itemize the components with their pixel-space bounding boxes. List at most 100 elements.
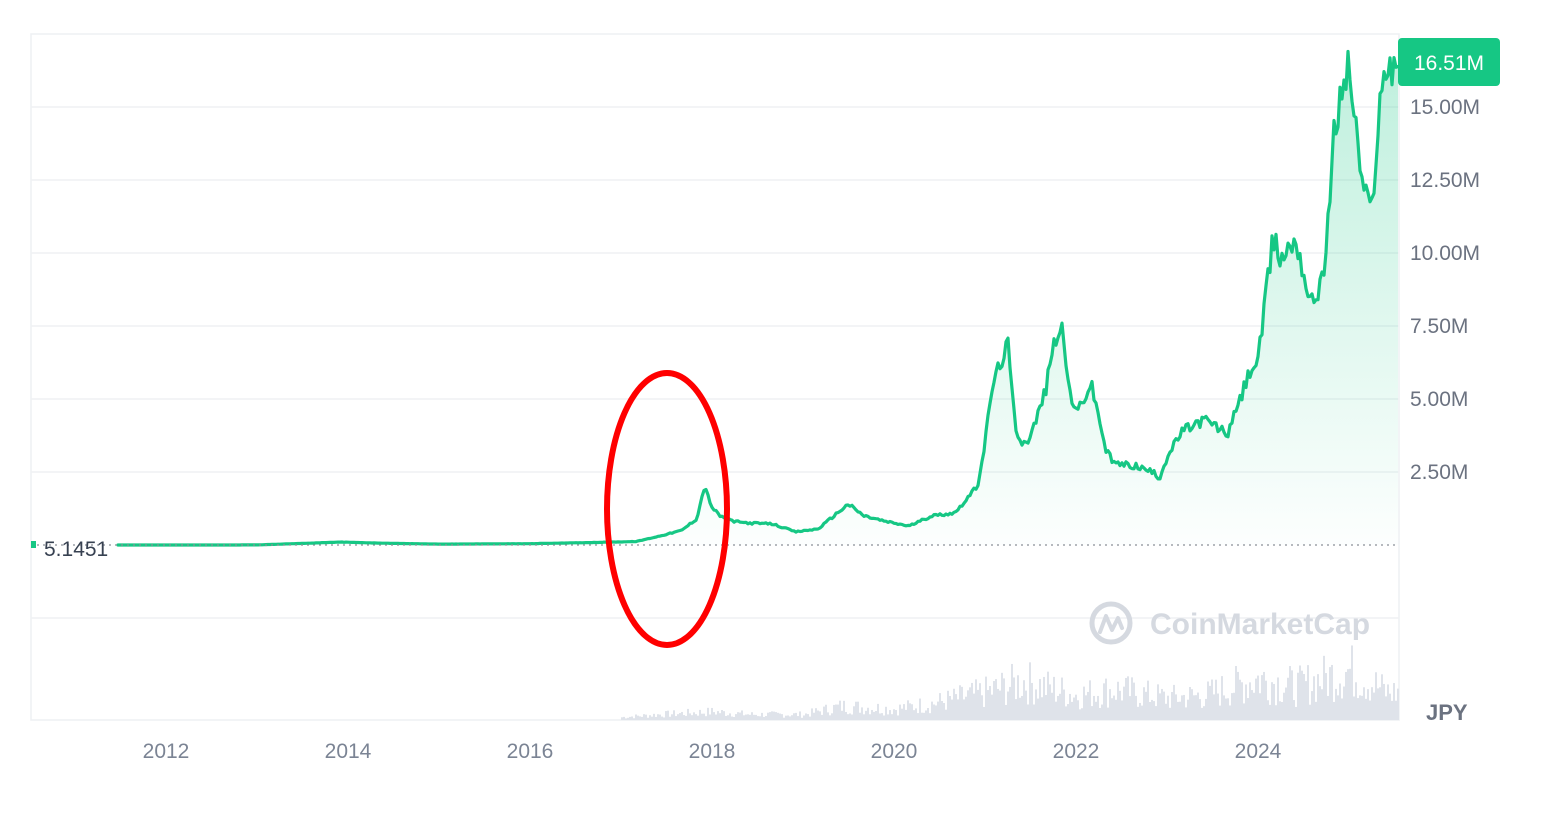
volume-bar <box>1179 701 1181 720</box>
volume-bar <box>749 714 751 720</box>
volume-bar <box>901 708 903 720</box>
volume-bar <box>1277 677 1279 720</box>
volume-bar <box>1307 665 1309 720</box>
volume-bar <box>1275 705 1277 720</box>
volume-bar <box>1385 696 1387 720</box>
volume-bar <box>705 716 707 720</box>
volume-bar <box>861 707 863 720</box>
volume-bar <box>1331 664 1333 720</box>
volume-bar <box>785 715 787 720</box>
volume-bar <box>925 710 927 720</box>
volume-bar <box>835 704 837 720</box>
volume-bar <box>1249 682 1251 720</box>
volume-bar <box>1365 698 1367 720</box>
volume-bar <box>1201 707 1203 720</box>
volume-bar <box>1371 687 1373 720</box>
volume-bar <box>679 713 681 720</box>
volume-bar <box>1231 693 1233 720</box>
price-area-fill <box>118 51 1398 545</box>
volume-bar <box>1203 706 1205 720</box>
volume-bar <box>1295 706 1297 720</box>
volume-bar <box>1043 676 1045 720</box>
volume-bar <box>775 712 777 720</box>
volume-bar <box>1175 694 1177 720</box>
volume-bar <box>1161 688 1163 720</box>
volume-bar <box>1067 704 1069 720</box>
volume-bar <box>1343 686 1345 720</box>
volume-bar <box>1147 680 1149 720</box>
volume-bar <box>1127 676 1129 720</box>
volume-bar <box>871 709 873 720</box>
volume-bar <box>813 712 815 720</box>
volume-bar <box>1149 701 1151 720</box>
volume-bar <box>1273 683 1275 720</box>
volume-bar <box>1239 679 1241 720</box>
volume-bar <box>939 693 941 720</box>
volume-bar <box>1189 687 1191 720</box>
volume-bar <box>921 712 923 720</box>
volume-bar <box>1159 693 1161 720</box>
volume-bar <box>1021 695 1023 720</box>
volume-bar <box>1397 688 1399 720</box>
start-price-label: 5.1451 <box>44 538 108 561</box>
volume-bar <box>879 713 881 720</box>
volume-bar <box>931 701 933 720</box>
volume-bar <box>1363 687 1365 720</box>
volume-bar <box>1337 695 1339 720</box>
volume-bar <box>1017 675 1019 720</box>
volume-bar <box>809 716 811 720</box>
volume-bar <box>1321 689 1323 720</box>
volume-bar <box>1111 698 1113 720</box>
volume-bar <box>967 690 969 720</box>
volume-bar <box>923 712 925 720</box>
volume-bar <box>873 711 875 720</box>
x-tick-label: 2022 <box>1053 740 1100 763</box>
volume-bar <box>1027 704 1029 720</box>
volume-bar <box>1053 676 1055 720</box>
x-tick-label: 2012 <box>143 740 190 763</box>
volume-bar <box>1019 697 1021 720</box>
volume-bar <box>957 699 959 720</box>
volume-bar <box>1383 683 1385 720</box>
volume-bar <box>1015 699 1017 720</box>
volume-bar <box>1375 672 1377 720</box>
volume-bar <box>1389 693 1391 720</box>
y-axis-ticks: 2.50M 5.00M 7.50M 10.00M 12.50M 15.00M <box>1410 96 1480 484</box>
volume-bar <box>1327 695 1329 720</box>
x-tick-label: 2020 <box>871 740 918 763</box>
volume-bar <box>999 690 1001 720</box>
volume-bar <box>711 707 713 720</box>
volume-bar <box>1055 701 1057 720</box>
volume-bar <box>779 713 781 720</box>
volume-bar <box>709 714 711 720</box>
volume-bar <box>671 714 673 720</box>
volume-bar <box>913 710 915 720</box>
volume-bar <box>1251 690 1253 720</box>
volume-bar <box>1001 672 1003 720</box>
volume-bar <box>845 711 847 720</box>
volume-bar <box>1323 655 1325 720</box>
volume-bar <box>1137 706 1139 720</box>
volume-bar <box>979 683 981 720</box>
volume-bar <box>995 679 997 720</box>
volume-bar <box>1381 674 1383 720</box>
volume-bar <box>1377 688 1379 720</box>
volume-bar <box>737 712 739 720</box>
volume-bar <box>849 713 851 720</box>
volume-bar <box>1117 681 1119 720</box>
volume-bar <box>1177 701 1179 720</box>
volume-bar <box>1183 694 1185 720</box>
volume-bar <box>659 714 661 720</box>
volume-bar <box>719 713 721 720</box>
volume-bar <box>857 701 859 720</box>
y-tick-label: 12.50M <box>1410 169 1480 192</box>
volume-bar <box>1199 699 1201 720</box>
volume-bar <box>1227 698 1229 720</box>
volume-bar <box>831 713 833 720</box>
volume-bar <box>627 717 629 720</box>
volume-bar <box>773 711 775 720</box>
volume-bar <box>825 704 827 720</box>
volume-bar <box>665 711 667 720</box>
volume-bar <box>819 711 821 720</box>
volume-bar <box>1045 695 1047 720</box>
